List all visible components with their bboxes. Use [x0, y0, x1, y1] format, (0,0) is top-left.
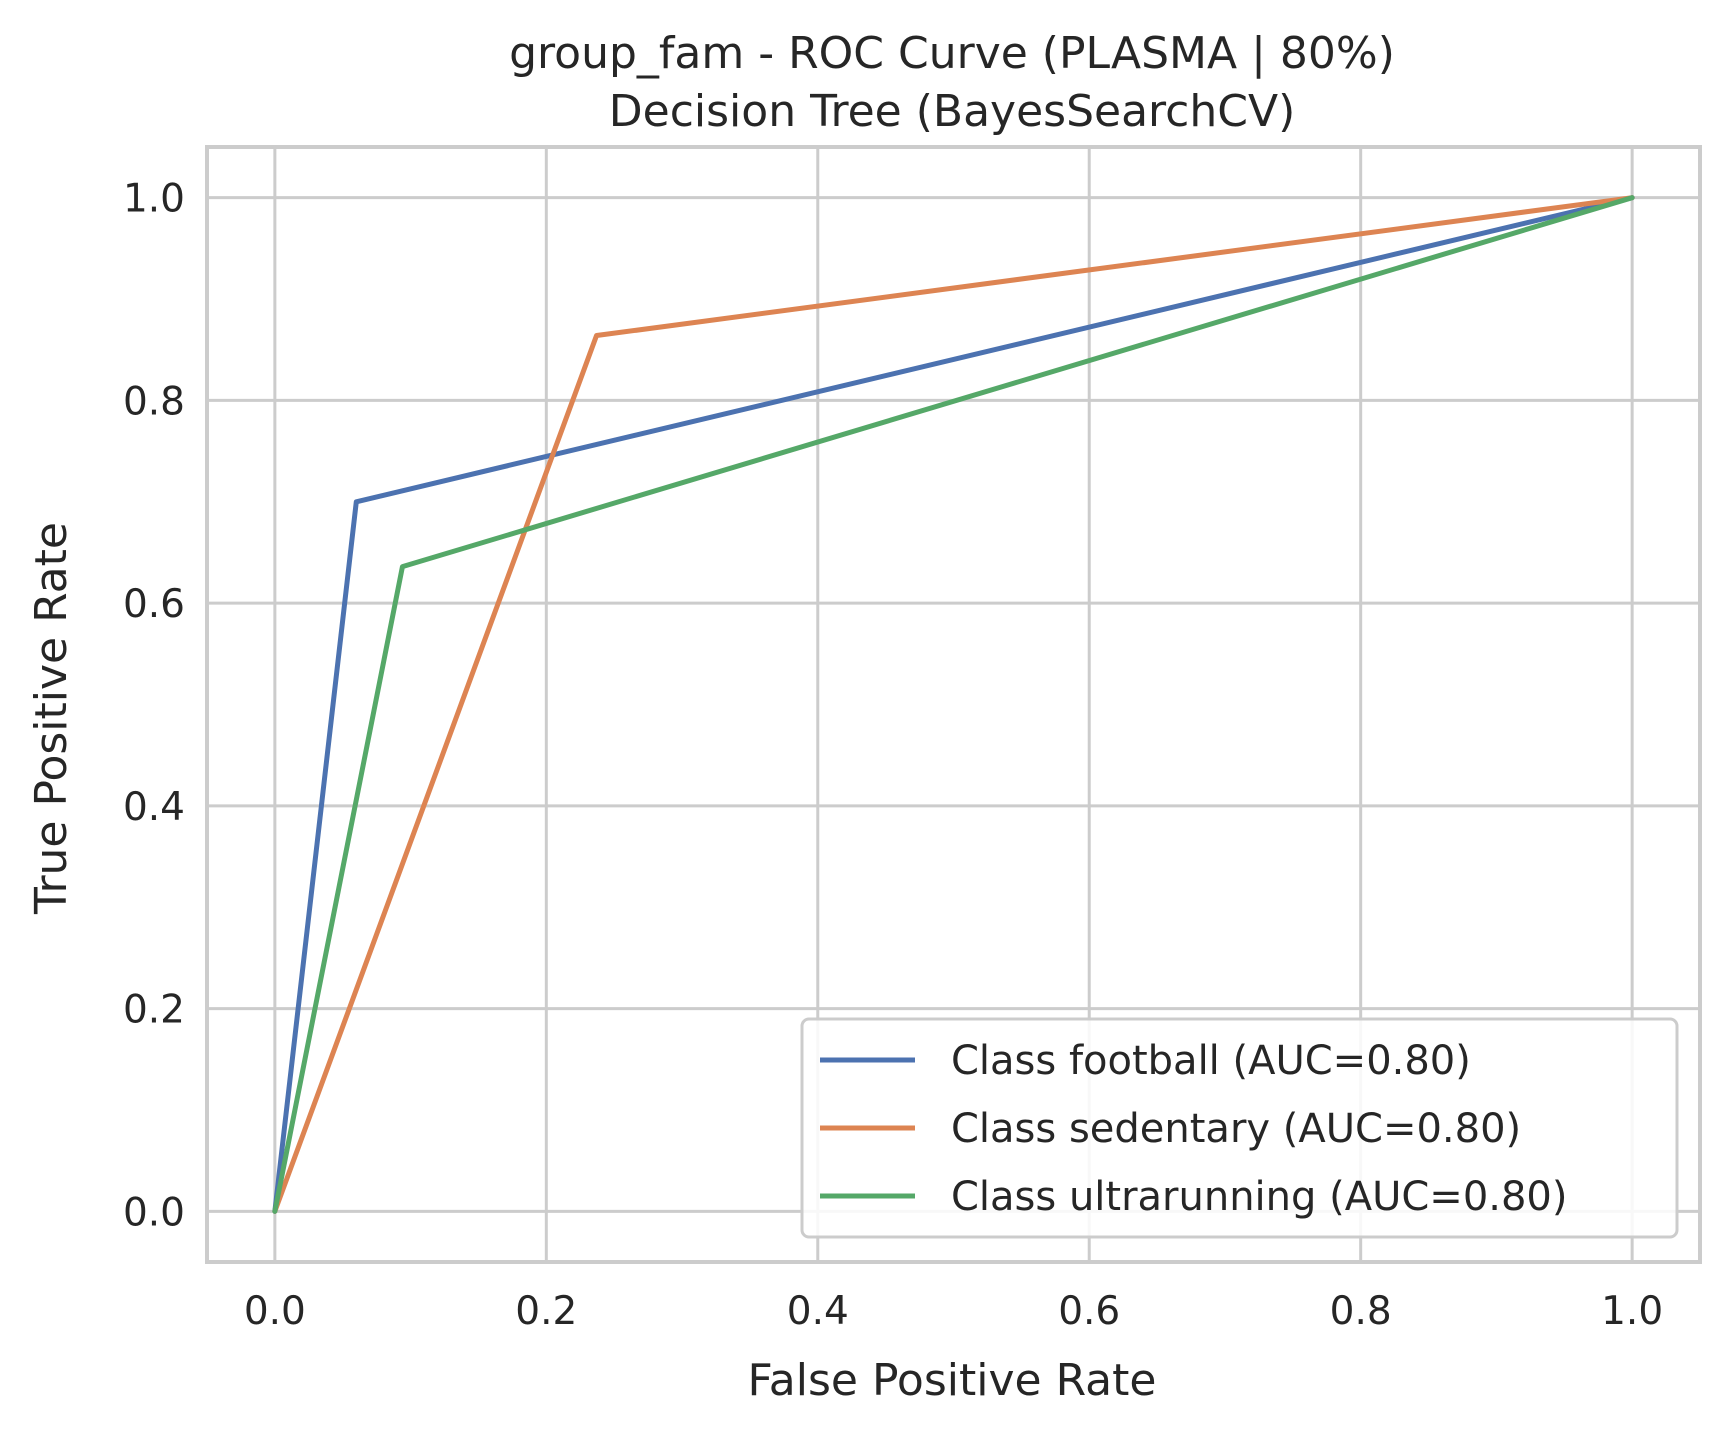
tick-layer: 0.0 0.2 0.4 0.6 0.8 1.0 0.0 0.2 0.4 0.6 0.8 1.0 [123, 177, 1663, 1334]
y-axis-label: True Positive Rate [26, 522, 77, 915]
series-line-football [272, 195, 1635, 1214]
legend-label-sedentary: Class sedentary (AUC=0.80) [951, 1106, 1521, 1152]
series-layer [272, 195, 1635, 1214]
x-tick-label: 0.0 [244, 1289, 306, 1334]
legend-label-football: Class football (AUC=0.80) [951, 1038, 1471, 1084]
y-tick-label: 0.6 [123, 582, 185, 627]
legend: Class football (AUC=0.80) Class sedentar… [800, 1017, 1679, 1239]
x-axis-label: False Positive Rate [748, 1355, 1157, 1406]
legend-label-ultrarunning: Class ultrarunning (AUC=0.80) [951, 1174, 1567, 1220]
chart-title-line-1: group_fam - ROC Curve (PLASMA | 80%) [509, 28, 1395, 79]
x-tick-label: 0.2 [515, 1289, 577, 1334]
legend-box [800, 1017, 1679, 1239]
x-tick-label: 0.4 [787, 1289, 849, 1334]
y-tick-label: 0.0 [123, 1190, 185, 1235]
x-tick-label: 1.0 [1601, 1289, 1663, 1334]
series-line-sedentary [272, 195, 1635, 1214]
y-tick-label: 0.4 [123, 785, 185, 830]
chart-title-line-2: Decision Tree (BayesSearchCV) [609, 86, 1295, 137]
series-line-ultrarunning [272, 195, 1635, 1214]
x-tick-label: 0.8 [1330, 1289, 1392, 1334]
plot-frame [205, 145, 1702, 1264]
y-tick-label: 0.8 [123, 379, 185, 424]
y-tick-label: 0.2 [123, 988, 185, 1033]
x-tick-label: 0.6 [1058, 1289, 1120, 1334]
y-tick-label: 1.0 [123, 177, 185, 222]
